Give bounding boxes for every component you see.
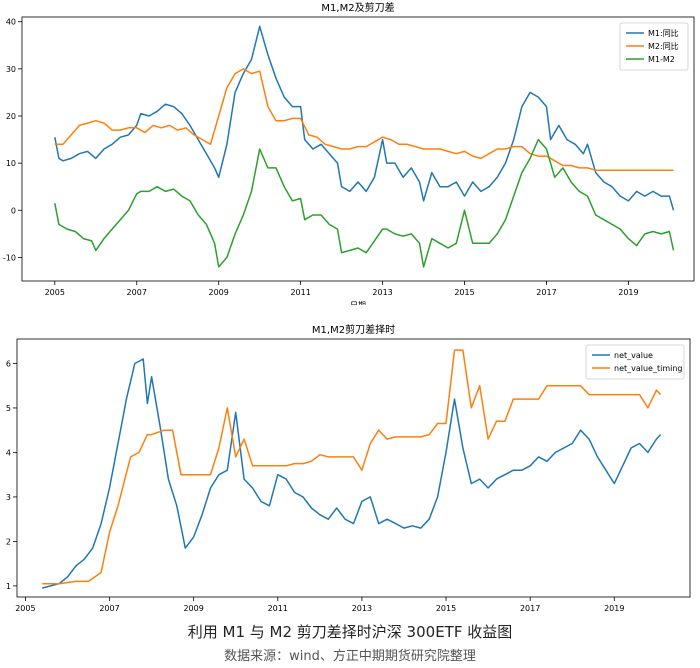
y-tick-label: -10 (3, 253, 16, 262)
series-line-net-value (42, 358, 662, 589)
x-tick-label: 2019 (604, 604, 624, 613)
y-tick-label: 5 (6, 404, 11, 413)
y-tick-label: 1 (6, 582, 11, 591)
y-tick-label: 20 (6, 112, 16, 121)
x-tick-label: 2017 (520, 604, 540, 613)
y-tick-label: 10 (6, 159, 16, 168)
series-line-m2- (54, 68, 674, 171)
plot-area (21, 16, 695, 282)
y-tick-label: 3 (6, 493, 11, 502)
x-tick-label: 2009 (183, 604, 203, 613)
y-tick-label: 4 (6, 448, 11, 457)
chart-scissors-timing: M1,M2剪刀差择时 2005 2007 2009 2011 2013 2015 2017 20… (6, 323, 691, 613)
x-tick-label: 2009 (209, 288, 229, 297)
y-tick-label: 0 (11, 206, 16, 215)
chart-title: M1,M2及剪刀差 (321, 1, 394, 14)
series-line-m1- (54, 25, 675, 211)
figure-caption-title: 利用 M1 与 M2 剪刀差择时沪深 300ETF 收益图 (187, 623, 513, 641)
x-tick-label: 2013 (352, 604, 372, 613)
x-tick-label: 2005 (45, 288, 65, 297)
figure-caption-source: 数据来源：wind、方正中期期货研究院整理 (224, 649, 476, 664)
x-tick-label: 2017 (536, 288, 556, 297)
legend-label: net_value (614, 351, 653, 360)
x-axis-label: 日期 (350, 301, 366, 305)
x-tick-label: 2013 (372, 288, 392, 297)
y-tick-label: 40 (6, 18, 16, 27)
x-tick-label: 2011 (290, 288, 310, 297)
legend-label: M2:同比 (648, 41, 679, 51)
x-tick-label: 2019 (618, 288, 638, 297)
legend-label: net_value_timing (614, 364, 683, 373)
chart-title: M1,M2剪刀差择时 (312, 323, 395, 336)
legend-box (585, 344, 685, 380)
y-tick-label: 30 (6, 65, 16, 74)
legend-label: M1-M2 (648, 55, 675, 64)
x-tick-label: 2007 (127, 288, 147, 297)
x-tick-label: 2015 (454, 288, 474, 297)
series-line-m1-m2 (54, 138, 675, 268)
y-tick-label: 2 (6, 537, 11, 546)
series-line-net-value-timing (42, 349, 662, 585)
x-tick-label: 2011 (268, 604, 288, 613)
plot-area (16, 338, 691, 598)
legend-label: M1:同比 (648, 28, 679, 38)
x-tick-label: 2007 (99, 604, 119, 613)
x-tick-label: 2015 (436, 604, 456, 613)
x-tick-label: 2005 (15, 604, 35, 613)
y-tick-label: 6 (6, 359, 11, 368)
